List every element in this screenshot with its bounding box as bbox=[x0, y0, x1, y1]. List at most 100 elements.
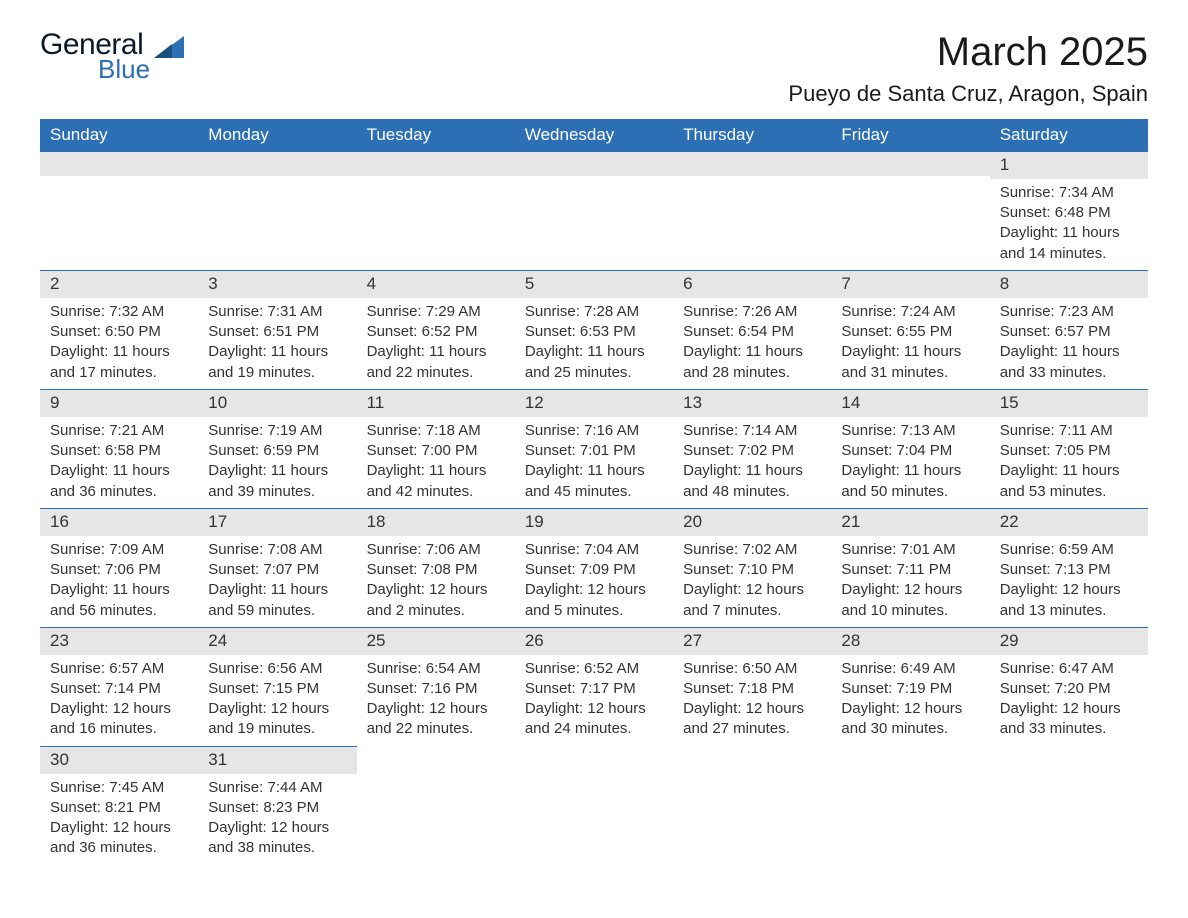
daylight-text: Daylight: 11 hours and 33 minutes. bbox=[1000, 342, 1138, 383]
day-number: 9 bbox=[40, 390, 198, 417]
day-details: Sunrise: 7:09 AMSunset: 7:06 PMDaylight:… bbox=[40, 536, 198, 627]
day-details bbox=[673, 770, 831, 830]
calendar-cell: 23Sunrise: 6:57 AMSunset: 7:14 PMDayligh… bbox=[40, 627, 198, 746]
sunrise-text: Sunrise: 6:49 AM bbox=[841, 659, 979, 679]
calendar-cell: 5Sunrise: 7:28 AMSunset: 6:53 PMDaylight… bbox=[515, 270, 673, 389]
calendar-cell: 13Sunrise: 7:14 AMSunset: 7:02 PMDayligh… bbox=[673, 389, 831, 508]
sunset-text: Sunset: 7:05 PM bbox=[1000, 441, 1138, 461]
calendar-cell bbox=[831, 152, 989, 271]
day-number bbox=[357, 746, 515, 770]
day-details: Sunrise: 7:01 AMSunset: 7:11 PMDaylight:… bbox=[831, 536, 989, 627]
daylight-text: Daylight: 11 hours and 53 minutes. bbox=[1000, 461, 1138, 502]
day-number: 30 bbox=[40, 747, 198, 774]
day-details bbox=[357, 770, 515, 830]
sunrise-text: Sunrise: 7:02 AM bbox=[683, 540, 821, 560]
sunset-text: Sunset: 7:17 PM bbox=[525, 679, 663, 699]
day-details bbox=[831, 176, 989, 236]
sunrise-text: Sunrise: 6:50 AM bbox=[683, 659, 821, 679]
calendar-cell: 7Sunrise: 7:24 AMSunset: 6:55 PMDaylight… bbox=[831, 270, 989, 389]
calendar-week-row: 30Sunrise: 7:45 AMSunset: 8:21 PMDayligh… bbox=[40, 746, 1148, 864]
day-number: 21 bbox=[831, 509, 989, 536]
day-number: 23 bbox=[40, 628, 198, 655]
sunset-text: Sunset: 6:52 PM bbox=[367, 322, 505, 342]
calendar-cell bbox=[515, 746, 673, 864]
day-details bbox=[515, 176, 673, 236]
day-number: 31 bbox=[198, 747, 356, 774]
day-number bbox=[357, 152, 515, 176]
brand-logo: General Blue bbox=[40, 30, 184, 82]
daylight-text: Daylight: 12 hours and 24 minutes. bbox=[525, 699, 663, 740]
calendar-cell: 2Sunrise: 7:32 AMSunset: 6:50 PMDaylight… bbox=[40, 270, 198, 389]
day-number: 22 bbox=[990, 509, 1148, 536]
sunrise-text: Sunrise: 7:21 AM bbox=[50, 421, 188, 441]
sunrise-text: Sunrise: 7:24 AM bbox=[841, 302, 979, 322]
day-number: 27 bbox=[673, 628, 831, 655]
sunset-text: Sunset: 6:50 PM bbox=[50, 322, 188, 342]
sunset-text: Sunset: 6:57 PM bbox=[1000, 322, 1138, 342]
sunrise-text: Sunrise: 6:57 AM bbox=[50, 659, 188, 679]
page-title: March 2025 bbox=[788, 30, 1148, 75]
sunrise-text: Sunrise: 7:31 AM bbox=[208, 302, 346, 322]
day-number: 13 bbox=[673, 390, 831, 417]
sunrise-text: Sunrise: 6:56 AM bbox=[208, 659, 346, 679]
day-number bbox=[515, 746, 673, 770]
daylight-text: Daylight: 11 hours and 14 minutes. bbox=[1000, 223, 1138, 264]
sunset-text: Sunset: 6:51 PM bbox=[208, 322, 346, 342]
calendar-week-row: 1Sunrise: 7:34 AMSunset: 6:48 PMDaylight… bbox=[40, 152, 1148, 271]
sunrise-text: Sunrise: 7:26 AM bbox=[683, 302, 821, 322]
day-number: 3 bbox=[198, 271, 356, 298]
day-details: Sunrise: 7:11 AMSunset: 7:05 PMDaylight:… bbox=[990, 417, 1148, 508]
day-number bbox=[673, 746, 831, 770]
day-number bbox=[990, 746, 1148, 770]
daylight-text: Daylight: 12 hours and 16 minutes. bbox=[50, 699, 188, 740]
day-details: Sunrise: 7:08 AMSunset: 7:07 PMDaylight:… bbox=[198, 536, 356, 627]
calendar-header-row: Sunday Monday Tuesday Wednesday Thursday… bbox=[40, 119, 1148, 152]
day-details: Sunrise: 6:59 AMSunset: 7:13 PMDaylight:… bbox=[990, 536, 1148, 627]
day-header: Wednesday bbox=[515, 119, 673, 152]
daylight-text: Daylight: 11 hours and 19 minutes. bbox=[208, 342, 346, 383]
day-number: 12 bbox=[515, 390, 673, 417]
sunrise-text: Sunrise: 6:47 AM bbox=[1000, 659, 1138, 679]
sunrise-text: Sunrise: 7:34 AM bbox=[1000, 183, 1138, 203]
day-number: 14 bbox=[831, 390, 989, 417]
day-details: Sunrise: 6:52 AMSunset: 7:17 PMDaylight:… bbox=[515, 655, 673, 746]
calendar-cell bbox=[515, 152, 673, 271]
day-details: Sunrise: 7:44 AMSunset: 8:23 PMDaylight:… bbox=[198, 774, 356, 865]
calendar-cell bbox=[198, 152, 356, 271]
day-details: Sunrise: 7:21 AMSunset: 6:58 PMDaylight:… bbox=[40, 417, 198, 508]
daylight-text: Daylight: 11 hours and 42 minutes. bbox=[367, 461, 505, 502]
sunrise-text: Sunrise: 7:01 AM bbox=[841, 540, 979, 560]
day-details: Sunrise: 7:23 AMSunset: 6:57 PMDaylight:… bbox=[990, 298, 1148, 389]
calendar-cell: 12Sunrise: 7:16 AMSunset: 7:01 PMDayligh… bbox=[515, 389, 673, 508]
day-details: Sunrise: 7:13 AMSunset: 7:04 PMDaylight:… bbox=[831, 417, 989, 508]
day-details: Sunrise: 6:57 AMSunset: 7:14 PMDaylight:… bbox=[40, 655, 198, 746]
calendar-cell bbox=[357, 746, 515, 864]
daylight-text: Daylight: 12 hours and 19 minutes. bbox=[208, 699, 346, 740]
daylight-text: Daylight: 11 hours and 48 minutes. bbox=[683, 461, 821, 502]
daylight-text: Daylight: 11 hours and 59 minutes. bbox=[208, 580, 346, 621]
sunrise-text: Sunrise: 7:29 AM bbox=[367, 302, 505, 322]
daylight-text: Daylight: 12 hours and 2 minutes. bbox=[367, 580, 505, 621]
calendar-cell: 18Sunrise: 7:06 AMSunset: 7:08 PMDayligh… bbox=[357, 508, 515, 627]
calendar-cell bbox=[357, 152, 515, 271]
calendar-cell: 9Sunrise: 7:21 AMSunset: 6:58 PMDaylight… bbox=[40, 389, 198, 508]
day-details: Sunrise: 7:06 AMSunset: 7:08 PMDaylight:… bbox=[357, 536, 515, 627]
sunrise-text: Sunrise: 7:16 AM bbox=[525, 421, 663, 441]
day-details bbox=[515, 770, 673, 830]
calendar-cell: 21Sunrise: 7:01 AMSunset: 7:11 PMDayligh… bbox=[831, 508, 989, 627]
day-number: 5 bbox=[515, 271, 673, 298]
daylight-text: Daylight: 11 hours and 28 minutes. bbox=[683, 342, 821, 383]
day-number bbox=[673, 152, 831, 176]
title-block: March 2025 Pueyo de Santa Cruz, Aragon, … bbox=[788, 30, 1148, 107]
day-details bbox=[673, 176, 831, 236]
calendar-cell: 26Sunrise: 6:52 AMSunset: 7:17 PMDayligh… bbox=[515, 627, 673, 746]
daylight-text: Daylight: 12 hours and 27 minutes. bbox=[683, 699, 821, 740]
sunset-text: Sunset: 7:13 PM bbox=[1000, 560, 1138, 580]
day-details: Sunrise: 7:18 AMSunset: 7:00 PMDaylight:… bbox=[357, 417, 515, 508]
calendar-cell: 24Sunrise: 6:56 AMSunset: 7:15 PMDayligh… bbox=[198, 627, 356, 746]
page-header: General Blue March 2025 Pueyo de Santa C… bbox=[40, 30, 1148, 107]
day-number: 2 bbox=[40, 271, 198, 298]
day-details: Sunrise: 7:32 AMSunset: 6:50 PMDaylight:… bbox=[40, 298, 198, 389]
calendar-cell: 29Sunrise: 6:47 AMSunset: 7:20 PMDayligh… bbox=[990, 627, 1148, 746]
sunset-text: Sunset: 6:53 PM bbox=[525, 322, 663, 342]
